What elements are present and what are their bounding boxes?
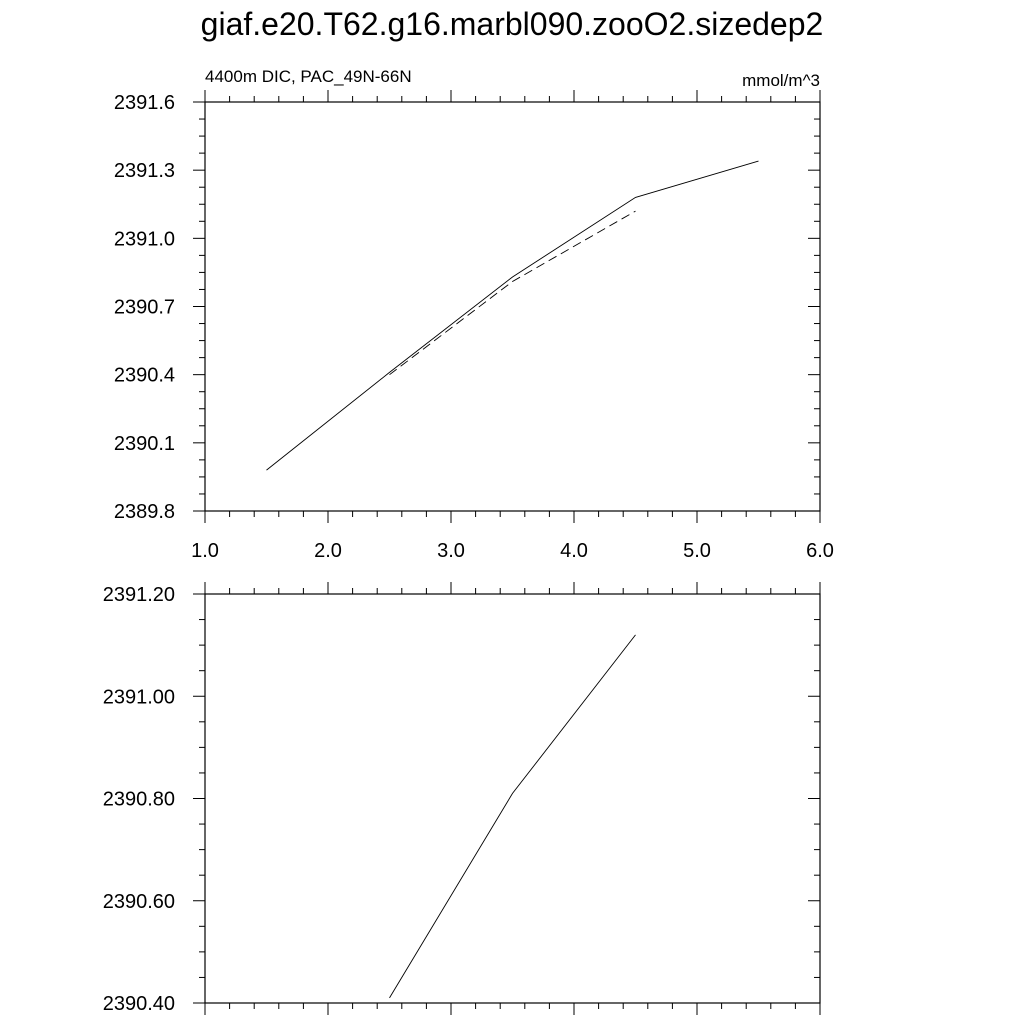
x-tick-label: 3.0 bbox=[437, 540, 465, 562]
plot-frame bbox=[204, 593, 821, 1004]
panel-2: 2390.40 2390.60 2390.80 2391.00 2391.20 bbox=[103, 582, 821, 1015]
y-tick-label: 2391.6 bbox=[114, 92, 175, 114]
panel-1-units-label: mmol/m^3 bbox=[742, 71, 820, 90]
y-tick-label: 2390.1 bbox=[114, 433, 175, 455]
series-line-1 bbox=[389, 634, 636, 999]
plot-frame bbox=[204, 101, 821, 512]
y-tick-label: 2390.60 bbox=[103, 891, 175, 913]
panel-1-variable-label: 4400m DIC, PAC_49N-66N bbox=[205, 67, 412, 86]
y-tick-label: 2391.3 bbox=[114, 160, 175, 182]
series-line-1 bbox=[266, 160, 759, 471]
x-tick-label: 6.0 bbox=[806, 540, 834, 562]
y-tick-label: 2390.80 bbox=[103, 789, 175, 811]
panel-1: 1.0 2.0 3.0 4.0 5.0 6.0 2389.8 2390.1 2390.4 2390… bbox=[114, 90, 834, 562]
y-tick-label: 2389.8 bbox=[114, 501, 175, 523]
chart-title: giaf.e20.T62.g16.marbl090.zooO2.sizedep2 bbox=[200, 6, 824, 42]
y-tick-label: 2390.40 bbox=[103, 993, 175, 1015]
x-tick-label: 4.0 bbox=[560, 540, 588, 562]
y-tick-label: 2390.7 bbox=[114, 297, 175, 319]
y-tick-label: 2391.00 bbox=[103, 686, 175, 708]
x-tick-label: 5.0 bbox=[683, 540, 711, 562]
y-tick-label: 2391.0 bbox=[114, 228, 175, 250]
x-tick-label: 2.0 bbox=[314, 540, 342, 562]
series-line-2 bbox=[389, 210, 636, 376]
y-tick-label: 2391.20 bbox=[103, 584, 175, 606]
x-tick-label: 1.0 bbox=[191, 540, 219, 562]
y-tick-label: 2390.4 bbox=[114, 365, 175, 387]
